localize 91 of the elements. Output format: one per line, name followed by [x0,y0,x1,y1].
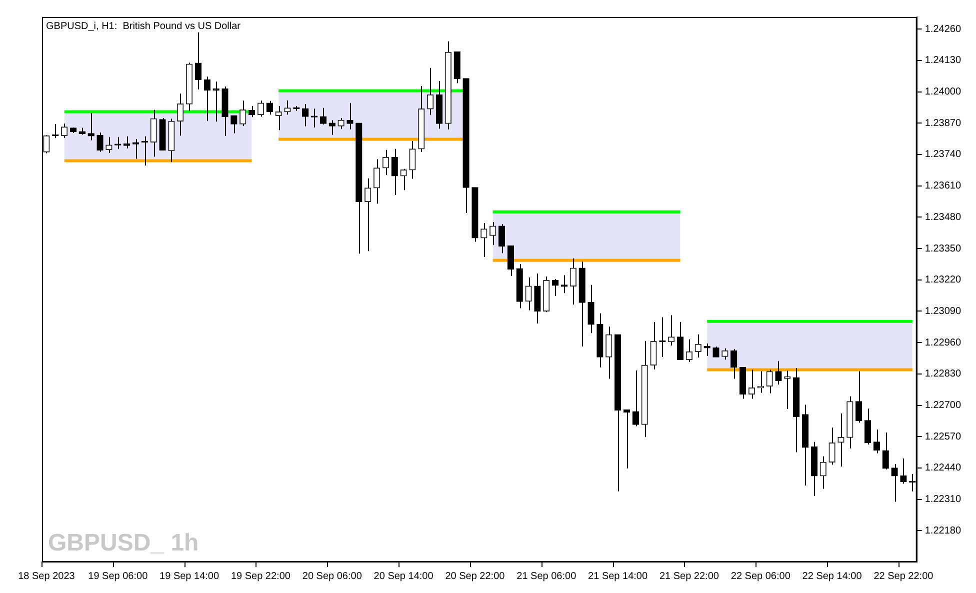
x-tick-label: 20 Sep 22:00 [445,570,506,582]
y-tick-label: 1.22700 [924,400,962,411]
candlestick [364,178,372,252]
candlestick [106,136,112,154]
candlestick [552,278,559,297]
candlestick [525,276,532,311]
candlestick [757,370,764,394]
candlestick [257,100,264,118]
x-tick-label: 21 Sep 06:00 [516,570,577,582]
x-tick-label: 19 Sep 14:00 [160,570,220,582]
candlestick [489,221,496,246]
y-tick-label: 1.22960 [924,337,962,348]
y-tick-label: 1.23090 [924,306,962,317]
x-tick-label: 19 Sep 22:00 [230,570,291,582]
y-tick-label: 1.23740 [924,149,962,160]
candlestick [623,409,630,469]
x-tick-label: 22 Sep 22:00 [874,570,934,582]
candlestick [606,326,612,380]
y-tick-label: 1.24130 [924,55,962,66]
candlestick [766,369,773,394]
x-tick-label: 19 Sep 06:00 [88,570,148,582]
x-tick-label: 18 Sep 2023 [18,570,76,582]
candlestick [346,102,354,130]
x-tick-label: 20 Sep 14:00 [374,570,434,582]
candlestick [632,370,639,427]
candlestick [534,273,541,324]
x-tick-label: 20 Sep 06:00 [302,570,362,582]
candlestick [338,118,344,130]
y-tick-label: 1.23350 [924,243,962,254]
candlestick [302,104,309,127]
candlestick [275,105,282,131]
x-tick-label: 21 Sep 22:00 [659,570,720,582]
candlestick [775,360,782,386]
candlestick [194,32,202,90]
candlestick [668,314,675,346]
candlestick [828,427,836,466]
y-tick-label: 1.24260 [924,24,962,35]
candlestick [820,456,826,490]
y-tick-label: 1.22310 [924,494,962,506]
candlestick [730,348,738,380]
x-tick-label: 21 Sep 14:00 [588,570,648,582]
candlestick [570,258,576,305]
x-tick-label: 22 Sep 06:00 [730,570,791,582]
candlestick [400,168,407,191]
candlestick [891,464,898,502]
candlestick [748,369,756,400]
candlestick [114,136,122,150]
candlestick [150,109,157,158]
candlestick [855,370,862,424]
candlestick [248,105,256,118]
y-tick-label: 1.24000 [924,86,962,98]
candlestick [177,93,184,136]
candlestick [882,432,889,470]
y-tick-label: 1.23220 [924,274,962,286]
y-tick-label: 1.22830 [924,368,962,380]
y-tick-label: 1.22440 [924,462,962,474]
candlestick [784,370,791,410]
y-tick-label: 1.22570 [924,431,962,442]
candlestick [284,100,291,116]
candlestick [96,132,104,152]
candlestick [704,343,710,357]
candlestick [328,120,336,136]
candlestick [230,115,238,134]
chart-title: GBPUSD_i, H1: British Pound vs US Dollar [46,20,242,32]
y-tick-label: 1.23610 [924,180,962,192]
candlestick [391,148,398,196]
candlestick [694,334,702,358]
candlestick [60,123,68,138]
candlestick [900,458,907,484]
y-tick-label: 1.23870 [924,118,962,129]
candlestick [409,140,416,180]
candlestick [88,112,94,141]
candlestick [507,245,514,276]
candlestick [240,100,246,126]
candlestick [382,149,390,176]
candlestick [838,412,844,468]
x-tick-label: 22 Sep 14:00 [802,570,862,582]
candlestick [204,76,210,122]
candlestick [676,322,684,360]
candlestick [864,408,872,446]
y-tick-label: 1.23480 [924,212,962,223]
candlestick [310,108,318,128]
candlestick [686,338,693,362]
candlestick [480,222,488,258]
candlestick [498,224,506,254]
candlestick [373,158,380,204]
candlestick [650,322,657,370]
y-tick-label: 1.22180 [924,525,962,536]
candlestick [722,348,728,360]
candlestick [588,284,594,334]
candlestick [427,67,434,116]
